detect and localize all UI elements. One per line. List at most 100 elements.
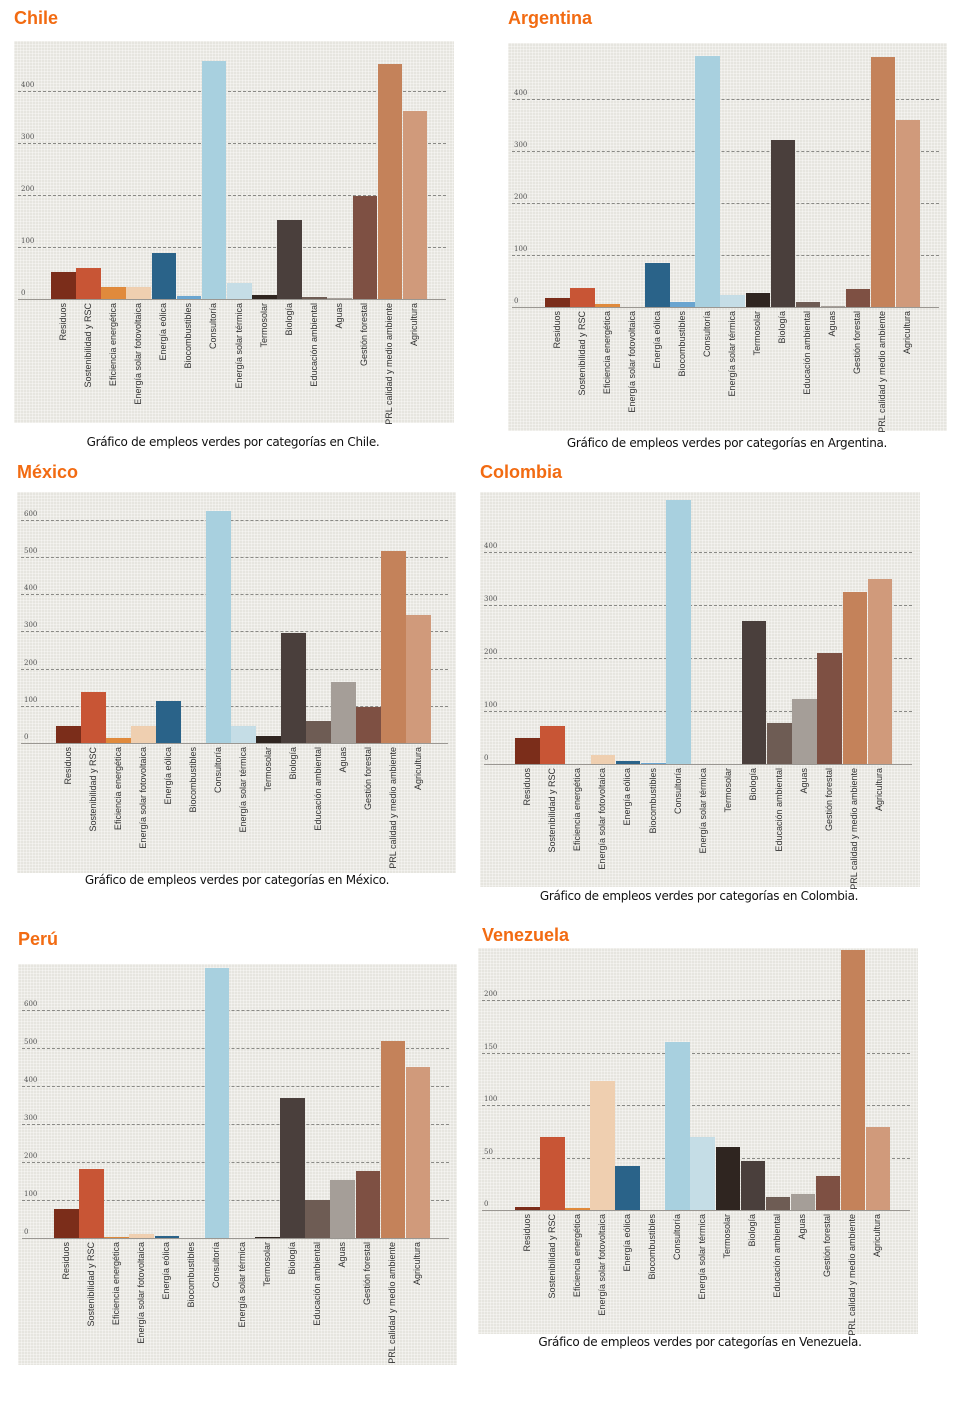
y-tick-label: 300 [514,141,528,149]
x-tick-label: Sostenibilidad y RSC [82,303,93,388]
x-tick-label: Residuos [521,768,532,806]
bar-12 [355,1171,381,1238]
gridline [22,1124,449,1125]
bar-10 [795,301,821,307]
bar-8 [715,1147,741,1210]
y-tick-label: 100 [484,701,498,709]
y-tick-label: 500 [24,547,38,555]
gridline [512,151,939,152]
bar-8 [745,292,771,307]
x-tick-label: PRL calidad y medio ambiente [877,311,888,433]
gridline [484,552,912,553]
chart-title-argentina: Argentina [508,8,593,28]
bar-11 [330,1179,356,1238]
bar-6 [666,500,691,764]
gridline [21,519,448,521]
x-tick-label: Sostenibilidad y RSC [87,747,98,832]
bar-6 [665,1042,690,1210]
y-tick-label: 100 [24,1190,38,1198]
y-tick-label: 100 [514,245,528,253]
bar-12 [352,195,378,299]
x-tick-label: Consultoría [672,768,683,815]
bar-13 [377,63,403,299]
chart-caption-colombia: Gráfico de empleos verdes por categorías… [539,889,859,903]
gridline [22,1086,449,1087]
bar-9 [277,219,302,299]
x-tick-label: Energía eólica [158,303,169,361]
x-tick-label: Eficiencia energética [110,1242,121,1326]
x-tick-label: Energía solar fotovoltaica [132,303,143,405]
x-tick-label: Biocombustibles [676,311,687,377]
bar-3 [131,725,156,743]
x-tick-label: Termosolar [258,303,269,348]
gridline [512,99,939,100]
x-tick-label: Energía solar fotovoltaica [596,1214,607,1316]
x-tick-label: Consultoría [701,311,712,358]
bar-1 [79,1168,104,1238]
y-tick-label: 300 [484,595,498,603]
x-tick-label: Agricultura [412,747,423,791]
x-tick-label: Energía eólica [622,768,633,826]
x-tick-label: Biocombustibles [647,768,658,834]
bar-5 [641,762,666,764]
x-axis-baseline [512,307,939,308]
gridline [482,1052,910,1054]
x-tick-label: Educación ambiental [802,311,813,395]
bar-14 [405,1067,431,1238]
x-tick-label: Biología [777,311,788,344]
y-tick-label: 300 [21,133,35,141]
bar-2 [106,738,131,743]
gridline [18,195,446,196]
bar-10 [767,723,792,764]
gridline [21,631,448,633]
bar-7 [226,283,252,299]
x-tick-label: Biocombustibles [187,747,198,813]
gridline [18,143,446,144]
bar-0 [515,738,540,764]
bar-4 [645,262,670,307]
bar-9 [281,632,306,743]
bar-0 [51,272,76,299]
y-tick-label: 400 [24,584,38,593]
bar-0 [56,725,81,743]
x-tick-label: Biología [748,768,759,801]
chart-title-colombia: Colombia [480,462,563,482]
bar-6 [695,55,720,307]
x-tick-label: Energía solar térmica [727,311,737,397]
x-tick-label: Energía solar térmica [697,1214,707,1300]
gridline [22,1010,449,1011]
x-tick-label: Consultoría [212,747,223,794]
x-tick-label: Energía solar térmica [698,768,708,854]
bar-3 [129,1234,155,1238]
x-tick-label: Consultoría [671,1214,682,1261]
x-tick-label: Residuos [62,747,73,785]
bar-5 [176,295,202,299]
x-tick-label: Energía solar térmica [237,747,248,833]
gridline [512,255,939,256]
chart-title-chile: Chile [14,8,59,28]
x-tick-label: Biología [747,1214,758,1247]
x-tick-label: Energía eólica [651,311,662,369]
y-tick-label: 600 [24,1000,38,1008]
x-tick-label: Sostenibilidad y RSC [546,1214,557,1299]
bar-12 [356,706,381,743]
bar-11 [790,1194,816,1210]
x-tick-label: Biocombustibles [186,1242,197,1308]
bar-11 [820,305,846,307]
y-tick-label: 300 [24,1114,38,1122]
x-tick-label: Eficiencia energética [112,747,123,831]
y-tick-label: 500 [24,1038,38,1046]
y-tick-label: 400 [484,542,498,550]
y-tick-label: 600 [24,509,38,518]
x-tick-label: Aguas [797,1214,808,1240]
gridline [22,1162,449,1163]
x-tick-label: Aguas [337,747,348,773]
gridline [484,658,912,659]
x-tick-label: PRL calidad y medio ambiente [847,1214,858,1336]
gridline [482,1000,910,1001]
x-tick-label: Gestión forestal [362,747,373,811]
gridline [482,1105,910,1106]
y-tick-label: 200 [24,658,38,667]
x-tick-label: Energía solar fotovoltaica [597,768,608,870]
x-tick-label: Aguas [827,311,838,337]
